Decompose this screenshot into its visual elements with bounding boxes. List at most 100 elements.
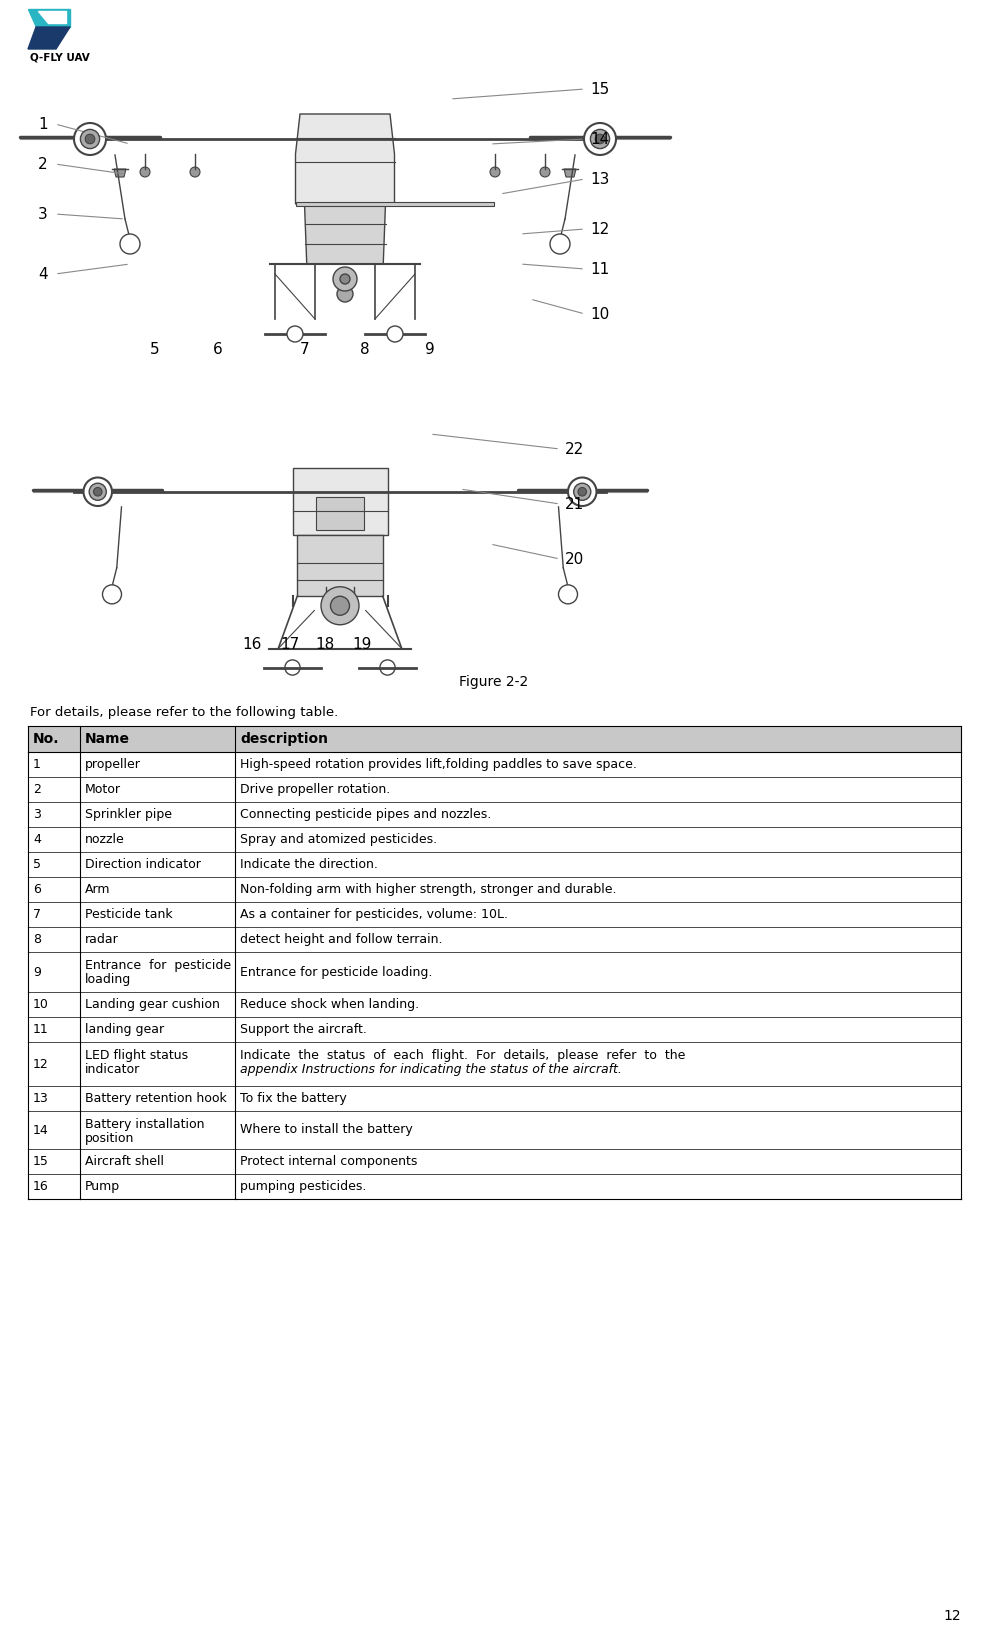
Text: 16: 16 xyxy=(242,637,262,652)
Text: 11: 11 xyxy=(33,1023,48,1036)
Text: Q-FLY UAV: Q-FLY UAV xyxy=(30,52,90,62)
Text: 12: 12 xyxy=(33,1057,48,1070)
Polygon shape xyxy=(38,11,66,23)
Text: 14: 14 xyxy=(590,131,609,147)
Circle shape xyxy=(550,234,570,253)
Text: Pesticide tank: Pesticide tank xyxy=(85,909,173,922)
Text: Drive propeller rotation.: Drive propeller rotation. xyxy=(240,783,391,796)
Text: 18: 18 xyxy=(315,637,334,652)
Text: Pump: Pump xyxy=(85,1180,120,1193)
Circle shape xyxy=(574,484,590,500)
Circle shape xyxy=(287,327,303,342)
Text: 11: 11 xyxy=(590,261,609,276)
Text: Connecting pesticide pipes and nozzles.: Connecting pesticide pipes and nozzles. xyxy=(240,807,492,820)
Text: Indicate the direction.: Indicate the direction. xyxy=(240,858,378,871)
Text: Direction indicator: Direction indicator xyxy=(85,858,201,871)
Bar xyxy=(316,497,364,529)
Circle shape xyxy=(559,585,578,605)
Text: High-speed rotation provides lift,folding paddles to save space.: High-speed rotation provides lift,foldin… xyxy=(240,758,637,771)
Text: 7: 7 xyxy=(33,909,41,922)
Text: 3: 3 xyxy=(38,206,47,222)
Text: 16: 16 xyxy=(33,1180,48,1193)
Text: As a container for pesticides, volume: 10L.: As a container for pesticides, volume: 1… xyxy=(240,909,508,922)
Text: Entrance  for  pesticide: Entrance for pesticide xyxy=(85,959,231,972)
Circle shape xyxy=(333,266,357,291)
Text: Sprinkler pipe: Sprinkler pipe xyxy=(85,807,172,820)
Text: 17: 17 xyxy=(280,637,300,652)
Text: No.: No. xyxy=(33,732,59,747)
Text: 12: 12 xyxy=(944,1609,961,1623)
Text: Entrance for pesticide loading.: Entrance for pesticide loading. xyxy=(240,966,432,979)
Text: 4: 4 xyxy=(38,266,47,281)
Text: Protect internal components: Protect internal components xyxy=(240,1155,417,1168)
Text: Spray and atomized pesticides.: Spray and atomized pesticides. xyxy=(240,833,437,846)
Text: 9: 9 xyxy=(425,342,435,356)
Text: description: description xyxy=(240,732,328,747)
Circle shape xyxy=(94,487,102,497)
Text: To fix the battery: To fix the battery xyxy=(240,1092,347,1105)
Text: 2: 2 xyxy=(38,157,47,172)
Text: 15: 15 xyxy=(590,82,609,96)
Text: position: position xyxy=(85,1132,135,1145)
Text: Battery installation: Battery installation xyxy=(85,1118,205,1131)
Text: 1: 1 xyxy=(38,116,47,131)
Circle shape xyxy=(578,487,586,497)
Circle shape xyxy=(337,286,353,302)
Circle shape xyxy=(540,167,550,176)
Text: 4: 4 xyxy=(33,833,41,846)
Polygon shape xyxy=(564,168,576,176)
Text: Support the aircraft.: Support the aircraft. xyxy=(240,1023,367,1036)
Text: 8: 8 xyxy=(360,342,370,356)
Polygon shape xyxy=(28,10,70,28)
Circle shape xyxy=(89,484,106,500)
Polygon shape xyxy=(28,28,70,49)
Polygon shape xyxy=(114,168,126,176)
Circle shape xyxy=(380,660,395,675)
Text: Reduce shock when landing.: Reduce shock when landing. xyxy=(240,998,419,1011)
Text: 12: 12 xyxy=(590,222,609,237)
Text: Where to install the battery: Where to install the battery xyxy=(240,1124,412,1137)
Text: 22: 22 xyxy=(565,441,584,456)
Text: detect height and follow terrain.: detect height and follow terrain. xyxy=(240,933,442,946)
Circle shape xyxy=(321,587,359,624)
Circle shape xyxy=(330,596,349,616)
Text: propeller: propeller xyxy=(85,758,140,771)
Text: 6: 6 xyxy=(213,342,223,356)
Circle shape xyxy=(120,234,140,253)
Circle shape xyxy=(340,275,350,284)
Polygon shape xyxy=(296,114,395,204)
Text: radar: radar xyxy=(85,933,119,946)
Text: nozzle: nozzle xyxy=(85,833,125,846)
Text: Arm: Arm xyxy=(85,882,111,895)
Circle shape xyxy=(103,585,122,605)
Text: Aircraft shell: Aircraft shell xyxy=(85,1155,164,1168)
Circle shape xyxy=(595,134,605,144)
Text: 1: 1 xyxy=(33,758,41,771)
Text: Figure 2-2: Figure 2-2 xyxy=(459,675,529,690)
Bar xyxy=(298,534,383,596)
Text: 10: 10 xyxy=(33,998,48,1011)
Text: For details, please refer to the following table.: For details, please refer to the followi… xyxy=(30,706,338,719)
Text: 3: 3 xyxy=(33,807,41,820)
Text: 21: 21 xyxy=(565,497,584,511)
Text: 6: 6 xyxy=(33,882,41,895)
Text: 19: 19 xyxy=(352,637,372,652)
Bar xyxy=(296,203,494,206)
Text: 14: 14 xyxy=(33,1124,48,1137)
Circle shape xyxy=(584,123,616,155)
Text: Indicate  the  status  of  each  flight.  For  details,  please  refer  to  the: Indicate the status of each flight. For … xyxy=(240,1049,685,1062)
Text: pumping pesticides.: pumping pesticides. xyxy=(240,1180,366,1193)
Text: landing gear: landing gear xyxy=(85,1023,164,1036)
Circle shape xyxy=(80,129,100,149)
Circle shape xyxy=(490,167,500,176)
Text: 10: 10 xyxy=(590,307,609,322)
FancyBboxPatch shape xyxy=(293,467,388,534)
Text: 5: 5 xyxy=(33,858,41,871)
Text: 2: 2 xyxy=(33,783,41,796)
Circle shape xyxy=(285,660,300,675)
Text: Non-folding arm with higher strength, stronger and durable.: Non-folding arm with higher strength, st… xyxy=(240,882,616,895)
Circle shape xyxy=(74,123,106,155)
Circle shape xyxy=(190,167,200,176)
Text: indicator: indicator xyxy=(85,1064,140,1077)
Text: loading: loading xyxy=(85,972,132,985)
